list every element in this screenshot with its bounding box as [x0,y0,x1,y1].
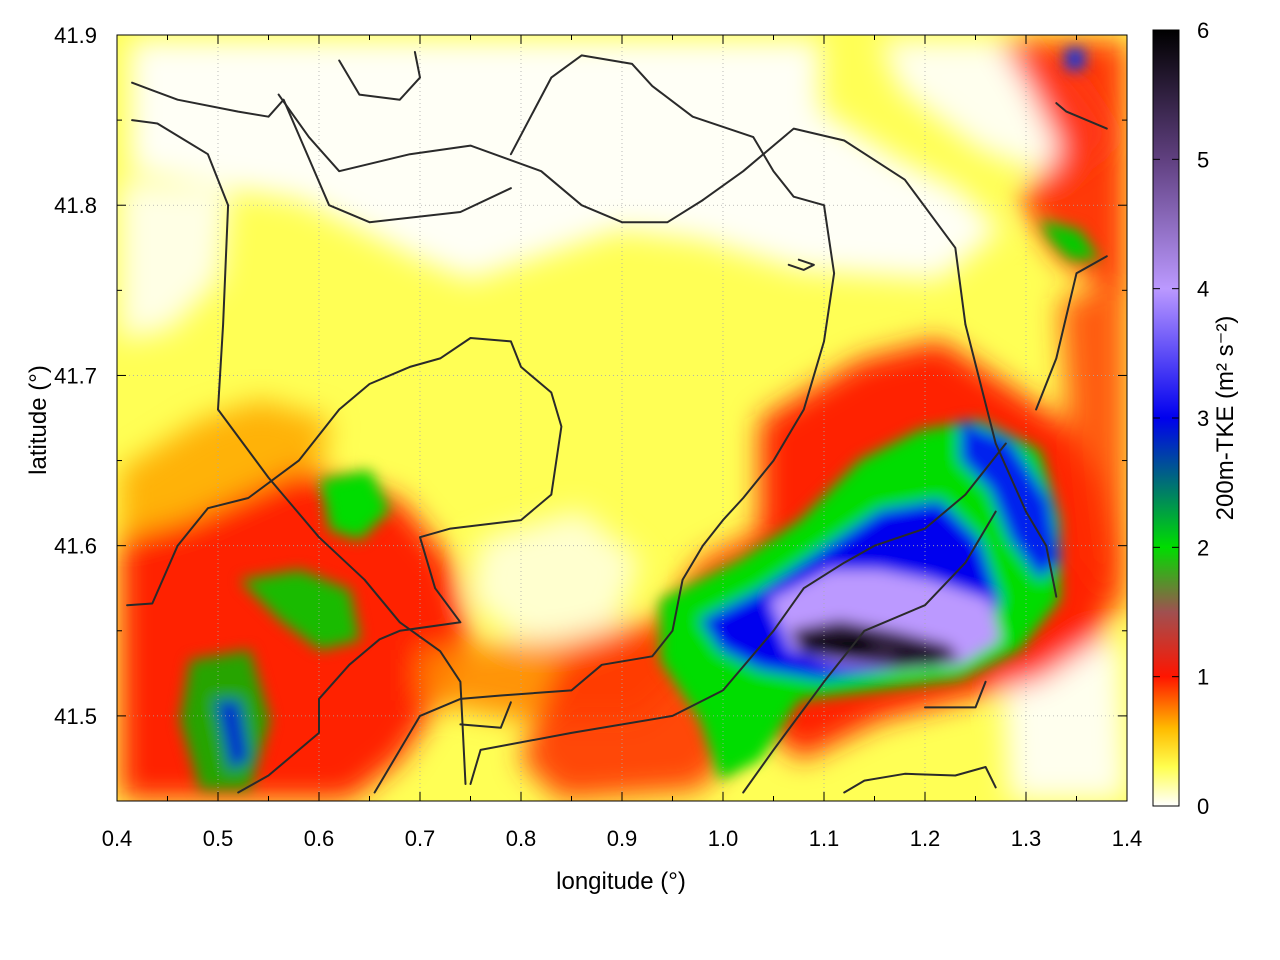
field-white-north [130,40,1000,280]
axis-ticks [116,34,1128,801]
terrain-contours [126,51,1108,794]
colorbar-tick-label: 6 [1197,18,1209,43]
colorbar-tick-label: 2 [1197,535,1209,560]
contour-line [277,93,704,224]
x-tick-label: 1.2 [910,826,941,851]
x-tick-label: 1.4 [1112,826,1143,851]
y-tick-label: 41.6 [54,534,97,559]
contour-line [126,337,563,794]
field-blue-southwest [215,700,250,770]
contour-line [742,510,997,794]
contour-line [373,54,836,794]
contour-line [338,51,421,101]
colorbar-ticks [1153,29,1179,807]
colorbar-tick-label: 0 [1197,794,1209,819]
contour-line [217,408,467,785]
colorbar-tick-labels: 0 1 2 3 4 5 6 [1197,18,1209,819]
field-blue-northeast [1065,48,1085,70]
y-tick-label: 41.8 [54,193,97,218]
field-black-core-east [895,650,940,667]
field-white-west [120,180,230,340]
x-tick-label: 0.7 [405,826,436,851]
contour-line [131,119,230,411]
contour-line [469,442,1007,785]
y-tick-label: 41.7 [54,363,97,388]
field-green-northeast [1040,220,1100,260]
x-tick-label: 1.0 [708,826,739,851]
contour-line [1035,255,1108,411]
colorbar-tick-label: 1 [1197,665,1209,690]
field-orange-west [120,400,330,560]
contour-line [843,766,997,794]
x-tick-label: 0.9 [607,826,638,851]
field-white-south [470,510,640,640]
grid-lines [117,35,1127,801]
y-tick-label: 41.9 [54,23,97,48]
x-tick-label: 0.5 [203,826,234,851]
y-axis-title: latitude (°) [25,365,52,475]
contour-line [964,323,1058,598]
contour-line [924,680,987,709]
heatmap-field [117,35,1127,801]
contour-line [131,81,512,224]
x-tick-label: 1.3 [1011,826,1042,851]
field-black-core [805,635,880,658]
colorbar-tick-label: 4 [1197,277,1209,302]
x-axis-title: longitude (°) [556,868,686,895]
contour-line [1055,102,1108,130]
x-tick-labels: 0.4 0.5 0.6 0.7 0.8 0.9 1.0 1.1 1.2 1.3 1.4 [102,826,1143,851]
x-tick-label: 1.1 [809,826,840,851]
contour-line [701,127,967,326]
contour-line [459,701,512,729]
x-tick-label: 0.4 [102,826,133,851]
x-tick-label: 0.6 [304,826,335,851]
colorbar-title: 200m-TKE (m² s⁻²) [1212,316,1239,521]
field-green-west [320,470,390,540]
field-red-northeast [1000,40,1127,300]
colorbar-tick-label: 3 [1197,406,1209,431]
contour-line [787,258,815,271]
field-green-southwest [240,570,360,650]
field-blue-east-ridge [960,420,1060,580]
colorbar-tick-label: 5 [1197,147,1209,172]
y-tick-labels: 41.5 41.6 41.7 41.8 41.9 [54,23,97,729]
y-tick-label: 41.5 [54,704,97,729]
x-tick-label: 0.8 [506,826,537,851]
field-red-east-edge [1060,280,1127,620]
